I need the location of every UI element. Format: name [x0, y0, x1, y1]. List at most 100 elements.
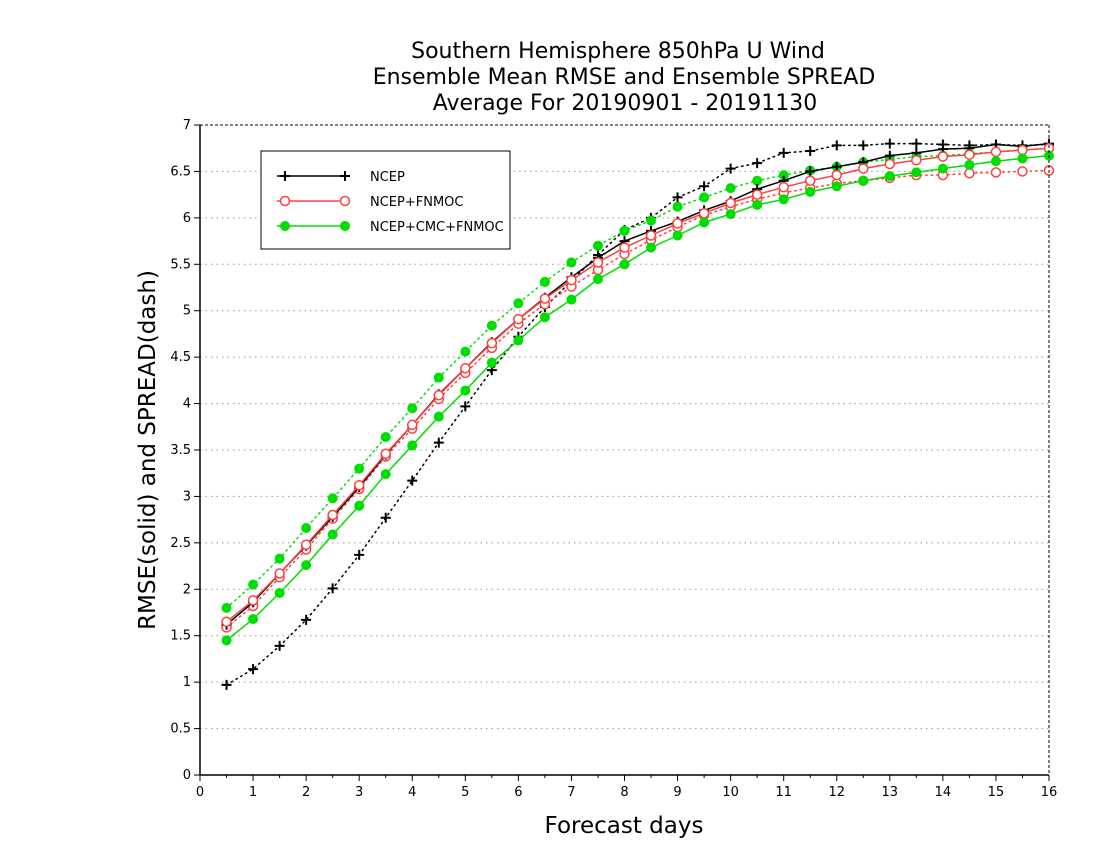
- series-ncep-fnmoc-rmse-point-0: [221, 616, 232, 628]
- chart-title-line-1: Southern Hemisphere 850hPa U Wind: [411, 39, 825, 64]
- series-ncep-cmc-fnmoc-rmse-point-14: [592, 274, 603, 285]
- series-ncep-rmse-point-22: [805, 166, 816, 177]
- series-ncep-fnmoc-rmse-point-18: [698, 207, 710, 219]
- series-ncep-fnmoc-rmse-point-9: [460, 363, 471, 374]
- series-ncep-cmc-fnmoc-rmse-point-11: [513, 335, 524, 346]
- series-ncep-cmc-fnmoc-spread-point-19: [725, 183, 736, 194]
- series-ncep-fnmoc-rmse-point-29: [990, 146, 1002, 158]
- series-ncep-fnmoc-rmse-point-27: [937, 151, 949, 162]
- x-tick-label-2: 2: [302, 785, 310, 800]
- series-ncep-fnmoc-rmse-point-7: [407, 419, 418, 431]
- x-tick-label-12: 12: [828, 785, 845, 800]
- legend-marker-start-ncep-cmc-fnmoc: [280, 221, 290, 231]
- series-ncep-cmc-fnmoc-spread-point-3: [301, 523, 312, 533]
- series-ncep-cmc-fnmoc-rmse-point-0: [221, 635, 232, 646]
- legend-label-ncep-fnmoc: NCEP+FNMOC: [370, 195, 463, 210]
- y-tick-label-9: 4.5: [170, 350, 191, 365]
- series-ncep-fnmoc-rmse-point-8: [433, 389, 445, 401]
- series-ncep-cmc-fnmoc-spread-point-11: [513, 298, 524, 309]
- series-ncep-fnmoc-spread-point-30: [1017, 166, 1028, 177]
- series-ncep-cmc-fnmoc-spread-point-16: [646, 215, 657, 226]
- series-ncep-fnmoc-rmse-point-15: [619, 242, 630, 253]
- x-tick-label-8: 8: [620, 785, 628, 800]
- series-ncep-cmc-fnmoc-spread-point-18: [699, 192, 710, 203]
- series-ncep-cmc-fnmoc-rmse-point-27: [937, 163, 948, 174]
- series-ncep-spread-point-23: [831, 140, 842, 151]
- x-tick-label-4: 4: [408, 785, 416, 800]
- series-ncep-fnmoc-rmse-point-2: [274, 568, 285, 579]
- series-ncep-spread-point-7: [407, 475, 418, 486]
- series-ncep-cmc-fnmoc-spread-point-13: [566, 257, 577, 268]
- series-ncep-cmc-fnmoc-spread-point-12: [539, 276, 550, 287]
- series-ncep-fnmoc-rmse-point-6: [380, 448, 391, 459]
- grid: [200, 170, 1049, 730]
- x-tick-label-14: 14: [935, 785, 952, 800]
- series-ncep-cmc-fnmoc-rmse-point-19: [725, 209, 736, 220]
- series-ncep-fnmoc-rmse-point-20: [751, 189, 763, 200]
- series-ncep-cmc-fnmoc-spread-point-15: [619, 225, 630, 236]
- series-ncep-fnmoc-rmse-point-4: [327, 509, 338, 521]
- series-ncep-cmc-fnmoc-spread-point-20: [752, 175, 763, 186]
- series-ncep-cmc-fnmoc-rmse-point-9: [460, 385, 471, 396]
- series-ncep-cmc-fnmoc-rmse-point-20: [752, 199, 763, 210]
- series-ncep-cmc-fnmoc-rmse-point-28: [964, 159, 975, 170]
- series-ncep-cmc-fnmoc-rmse-point-29: [990, 156, 1001, 167]
- x-tick-label-0: 0: [196, 785, 204, 800]
- y-tick-label-11: 5.5: [170, 257, 191, 272]
- series-ncep-cmc-fnmoc-rmse-point-5: [354, 500, 365, 511]
- series-ncep-fnmoc-rmse-point-12: [539, 293, 551, 304]
- x-tick-label-3: 3: [355, 785, 363, 800]
- series-ncep-spread-point-19: [725, 163, 736, 174]
- series-ncep-cmc-fnmoc-spread-point-9: [460, 346, 471, 357]
- legend-label-ncep-cmc-fnmoc: NCEP+CMC+FNMOC: [370, 220, 504, 235]
- series-ncep-spread-point-17: [672, 192, 683, 203]
- series-ncep-cmc-fnmoc-rmse-point-26: [911, 167, 922, 178]
- series-ncep-spread-point-3: [301, 614, 312, 625]
- series-ncep-fnmoc-rmse-point-1: [247, 595, 259, 606]
- series-ncep-cmc-fnmoc-rmse-point-30: [1017, 153, 1028, 164]
- series-ncep-fnmoc-rmse-point-30: [1017, 144, 1028, 156]
- series-ncep-fnmoc-rmse-point-11: [513, 313, 524, 325]
- x-tick-label-6: 6: [514, 785, 522, 800]
- series-ncep-spread-point-20: [752, 158, 763, 169]
- series-ncep-cmc-fnmoc-spread-point-6: [380, 432, 391, 442]
- legend-marker-start-ncep-fnmoc: [279, 195, 291, 207]
- series-ncep-cmc-fnmoc-spread-point-17: [672, 201, 683, 212]
- y-tick-label-4: 2: [183, 582, 191, 597]
- series-ncep-fnmoc-spread-point-29: [990, 167, 1002, 178]
- series-ncep-cmc-fnmoc-spread-point-7: [407, 403, 418, 414]
- legend-marker-start-ncep: [280, 171, 290, 181]
- series-ncep-spread-point-0: [221, 679, 232, 690]
- y-tick-label-14: 7: [183, 118, 191, 133]
- series-ncep-fnmoc-rmse-point-3: [300, 539, 312, 550]
- legend-marker-end-ncep: [340, 171, 350, 181]
- series-ncep-cmc-fnmoc-spread-point-4: [327, 493, 338, 504]
- series-ncep-cmc-fnmoc-rmse-point-3: [301, 560, 312, 571]
- series-layer: [221, 138, 1055, 690]
- y-tick-label-5: 2.5: [170, 536, 191, 551]
- x-tick-label-1: 1: [249, 785, 257, 800]
- y-tick-label-7: 3.5: [170, 443, 191, 458]
- series-ncep-fnmoc-rmse-point-22: [804, 175, 816, 186]
- series-ncep-cmc-fnmoc-rmse-point-10: [486, 357, 497, 368]
- y-tick-label-1: 0.5: [170, 722, 191, 737]
- x-tick-label-16: 16: [1041, 785, 1058, 800]
- series-ncep-cmc-fnmoc-rmse-point-16: [646, 242, 657, 253]
- series-ncep-fnmoc-rmse-point-16: [645, 230, 657, 241]
- series-ncep-cmc-fnmoc-rmse-point-25: [884, 171, 895, 182]
- x-tick-label-5: 5: [461, 785, 469, 800]
- legend-marker-end-ncep-cmc-fnmoc: [340, 221, 350, 231]
- series-ncep-cmc-fnmoc-rmse-point-2: [274, 588, 285, 598]
- series-ncep-cmc-fnmoc-spread-point-10: [486, 320, 497, 331]
- series-ncep-cmc-fnmoc-spread-point-8: [433, 372, 444, 383]
- series-ncep-fnmoc-rmse-point-26: [911, 155, 922, 166]
- series-ncep-cmc-fnmoc-rmse-point-17: [672, 230, 683, 241]
- chart-title: Southern Hemisphere 850hPa U Wind Ensemb…: [373, 39, 876, 116]
- y-tick-label-0: 0: [183, 768, 191, 783]
- x-tick-label-15: 15: [988, 785, 1005, 800]
- series-ncep-spread-point-9: [460, 401, 471, 412]
- y-tick-label-2: 1: [183, 675, 191, 690]
- x-tick-label-9: 9: [673, 785, 681, 800]
- series-ncep-spread-point-21: [778, 147, 789, 158]
- series-ncep-cmc-fnmoc-rmse-point-24: [858, 175, 869, 186]
